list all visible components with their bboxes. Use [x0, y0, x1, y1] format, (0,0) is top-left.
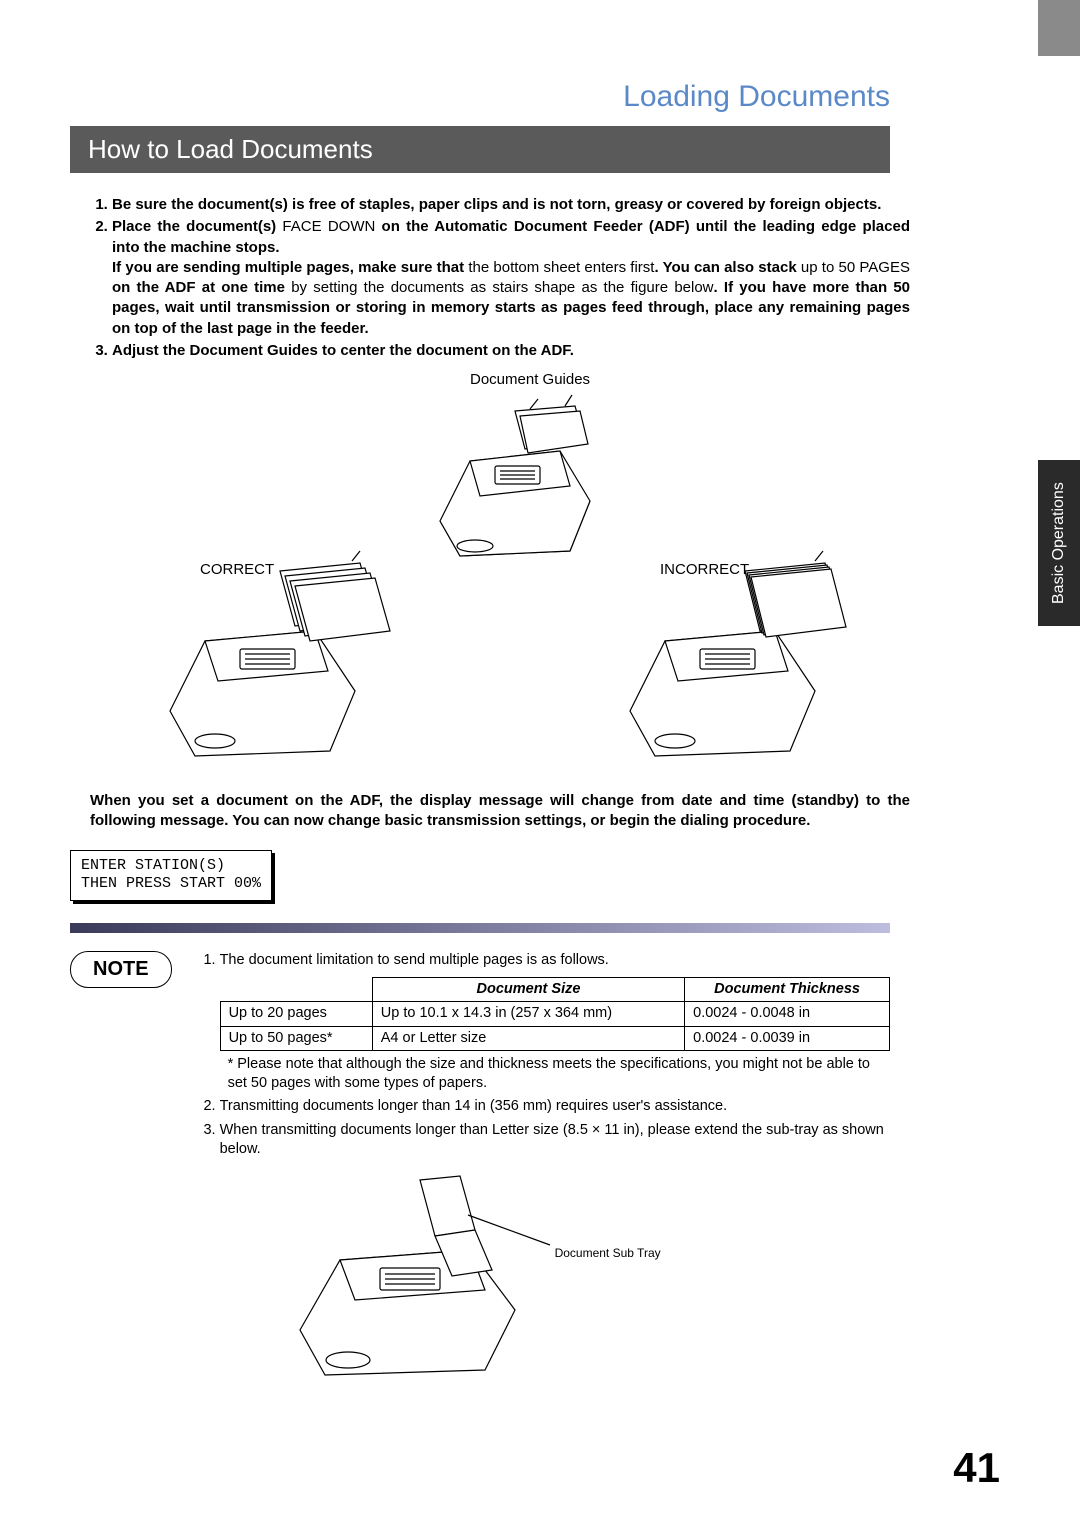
spec-table: Document Size Document Thickness Up to 2… — [220, 977, 890, 1052]
note-content: The document limitation to send multiple… — [200, 951, 890, 1400]
text: the bottom sheet enters first — [468, 259, 654, 276]
note-badge: NOTE — [70, 951, 172, 988]
table-footnote: * Please note that although the size and… — [228, 1055, 890, 1093]
note-1: The document limitation to send multiple… — [220, 951, 890, 1093]
text: FACE DOWN — [282, 218, 375, 235]
text: Place the document(s) — [112, 218, 282, 235]
text: by setting the documents as stairs shape… — [291, 279, 713, 296]
instruction-list: Be sure the document(s) is free of stapl… — [90, 195, 910, 361]
table-row: Up to 20 pages Up to 10.1 x 14.3 in (257… — [220, 1002, 889, 1027]
instruction-1: Be sure the document(s) is free of stapl… — [112, 195, 910, 215]
page-content: Loading Documents How to Load Documents … — [0, 0, 1080, 1528]
note-section: NOTE The document limitation to send mul… — [70, 951, 890, 1400]
instruction-2: Place the document(s) FACE DOWN on the A… — [112, 217, 910, 339]
table-cell: Up to 20 pages — [220, 1002, 372, 1027]
section-title-bar: How to Load Documents — [70, 126, 890, 173]
table-blank-header — [220, 977, 372, 1002]
page-number: 41 — [953, 1444, 1000, 1492]
table-header-thickness: Document Thickness — [685, 977, 890, 1002]
fax-machine-correct-icon — [150, 541, 400, 771]
post-diagram-text: When you set a document on the ADF, the … — [90, 791, 910, 832]
text: on the ADF at one time — [112, 279, 291, 296]
table-cell: A4 or Letter size — [372, 1026, 684, 1051]
lcd-display: ENTER STATION(S) THEN PRESS START 00% — [70, 850, 272, 902]
sub-tray-label: Document Sub Tray — [555, 1245, 661, 1261]
text: . You can also stack — [654, 259, 800, 276]
fax-machine-incorrect-icon — [610, 541, 860, 771]
diagram-area: Document Guides CORRECT — [90, 371, 910, 781]
chapter-title: Loading Documents — [70, 80, 1010, 114]
table-row: Up to 50 pages* A4 or Letter size 0.0024… — [220, 1026, 889, 1051]
table-header-size: Document Size — [372, 977, 684, 1002]
table-cell: Up to 50 pages* — [220, 1026, 372, 1051]
note-2: Transmitting documents longer than 14 in… — [220, 1097, 890, 1117]
text: If you are sending multiple pages, make … — [112, 259, 468, 276]
sub-tray-diagram: Document Sub Tray — [200, 1170, 890, 1400]
table-cell: Up to 10.1 x 14.3 in (257 x 364 mm) — [372, 1002, 684, 1027]
text: up to 50 PAGES — [801, 259, 910, 276]
table-cell: 0.0024 - 0.0048 in — [685, 1002, 890, 1027]
fax-machine-top-icon — [420, 391, 610, 571]
gradient-divider — [70, 923, 890, 933]
document-guides-label: Document Guides — [470, 371, 590, 388]
note-3: When transmitting documents longer than … — [220, 1121, 890, 1160]
table-cell: 0.0024 - 0.0039 in — [685, 1026, 890, 1051]
text: The document limitation to send multiple… — [220, 952, 609, 968]
fax-subtray-icon — [270, 1170, 570, 1390]
instruction-3: Adjust the Document Guides to center the… — [112, 341, 910, 361]
